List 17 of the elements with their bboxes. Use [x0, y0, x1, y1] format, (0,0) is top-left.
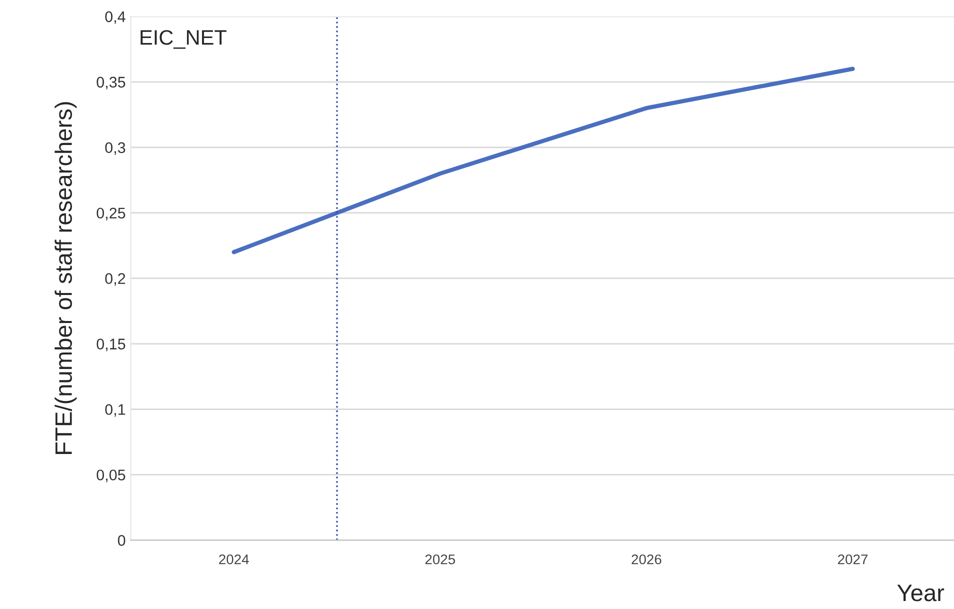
y-tick-label: 0,35 — [96, 76, 126, 90]
y-tick-label: 0 — [118, 535, 126, 546]
y-tick-label: 0,2 — [105, 273, 126, 286]
y-tick-label: 0,3 — [105, 142, 126, 155]
y-tick-label: 0,15 — [96, 338, 126, 352]
x-tick-label: 2027 — [838, 554, 868, 564]
x-tick-label: 2026 — [632, 554, 662, 564]
line-series — [232, 66, 855, 254]
y-tick-label: 0,25 — [96, 208, 126, 220]
y-tick-label: 0,1 — [105, 404, 126, 417]
x-tick-label: 2024 — [219, 554, 249, 564]
y-axis-title: FTE/(number of staff researchers) — [54, 102, 77, 454]
annotation: EIC_NET — [140, 30, 226, 49]
x-axis-title: Year — [897, 584, 944, 602]
y-tick-label: 0,4 — [105, 11, 126, 24]
x-tick-label: 2025 — [425, 554, 456, 564]
y-tick-label: 0,05 — [96, 470, 126, 482]
